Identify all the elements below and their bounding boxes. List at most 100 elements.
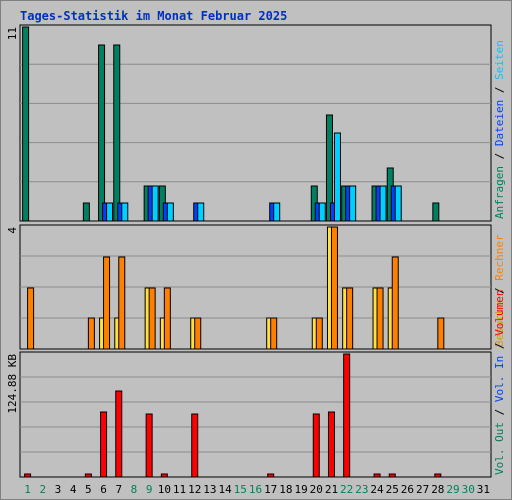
bar-anfragen-day-5 [82, 202, 90, 222]
bar-rechner-day-9 [148, 287, 156, 350]
bar-anfragen-day-7 [113, 44, 121, 222]
bar-rechner-day-20 [315, 317, 323, 350]
bar-volumen-day-1 [24, 473, 32, 478]
legend-separator: / [493, 281, 506, 301]
bar-volumen-day-12 [191, 413, 199, 478]
bar-rechner-day-22 [346, 287, 354, 350]
x-tick-day-14: 14 [218, 483, 232, 496]
series-seiten [106, 132, 402, 222]
legend-separator: / [493, 146, 506, 166]
legend-rechner: Rechner [493, 234, 506, 281]
bar-rechner-day-10 [163, 287, 171, 350]
bar-seiten-day-9 [151, 185, 159, 222]
x-tick-day-8: 8 [131, 483, 138, 496]
x-tick-day-29: 29 [446, 483, 459, 496]
panel-middle: 4 Besuche / Rechner [6, 224, 506, 350]
x-tick-day-6: 6 [100, 483, 107, 496]
bar-seiten-day-25 [394, 185, 402, 222]
series-dateien [102, 185, 398, 222]
bar-seiten-day-21 [333, 132, 341, 222]
x-tick-day-9: 9 [146, 483, 153, 496]
legend-separator: / [493, 402, 506, 422]
panel-top: 11 Anfragen / Dateien / Seiten [6, 24, 506, 222]
legend-seiten: Seiten [493, 40, 506, 80]
x-tick-day-27: 27 [416, 483, 429, 496]
x-tick-day-20: 20 [310, 483, 323, 496]
x-tick-day-11: 11 [173, 483, 186, 496]
bar-rechner-day-25 [391, 256, 399, 350]
bar-seiten-day-12 [197, 202, 205, 222]
panel-bottom-plot-area [19, 351, 492, 478]
panel-middle-legend: Besuche / Rechner [493, 234, 506, 347]
x-tick-day-7: 7 [115, 483, 122, 496]
x-tick-day-31: 31 [477, 483, 490, 496]
legend-anfragen: Anfragen [493, 166, 506, 219]
x-tick-day-16: 16 [249, 483, 262, 496]
x-axis: 1 2 3 4 5 6 7 8 9 10 11 12 13 14 15 16 17 18 19 20 21 22 23 24 2… [24, 483, 490, 496]
legend-vol-out: Vol. Out [493, 422, 506, 475]
bar-seiten-day-10 [166, 202, 174, 222]
chart-panels: 11 Anfragen / Dateien / Seiten 4 Besuche / … [6, 24, 506, 478]
x-tick-day-13: 13 [203, 483, 216, 496]
bar-volumen-day-10 [160, 473, 168, 478]
x-tick-day-30: 30 [462, 483, 475, 496]
x-tick-day-18: 18 [279, 483, 292, 496]
legend-separator: / [493, 80, 506, 100]
x-tick-day-10: 10 [158, 483, 171, 496]
bar-seiten-day-22 [349, 185, 357, 222]
bar-volumen-day-6 [100, 411, 108, 478]
bar-rechner-day-24 [376, 287, 384, 350]
bar-anfragen-day-1 [22, 26, 30, 222]
chart-title: Tages-Statistik im Monat Februar 2025 [20, 9, 287, 23]
x-tick-day-24: 24 [370, 483, 384, 496]
x-tick-day-22: 22 [340, 483, 353, 496]
bar-volumen-day-17 [267, 473, 275, 478]
bar-rechner-day-7 [118, 256, 126, 350]
panel-top-plot-area [19, 24, 492, 222]
bar-rechner-day-5 [87, 317, 95, 350]
bar-seiten-day-20 [318, 202, 326, 222]
series-volumen [24, 353, 442, 478]
panel-bottom: 124.88 KB Vol. Out / Vol. In / Volumen [6, 290, 506, 478]
bar-rechner-day-6 [103, 256, 111, 350]
bar-anfragen-day-21 [325, 114, 333, 222]
x-tick-day-21: 21 [325, 483, 338, 496]
x-tick-day-17: 17 [264, 483, 277, 496]
x-tick-day-25: 25 [386, 483, 399, 496]
x-tick-day-23: 23 [355, 483, 368, 496]
bar-anfragen-day-28 [432, 202, 440, 222]
bar-rechner-day-17 [270, 317, 278, 350]
bar-volumen-day-5 [84, 473, 92, 478]
bar-seiten-day-17 [273, 202, 281, 222]
series-anfragen [22, 26, 440, 222]
bar-volumen-day-22 [343, 353, 351, 478]
x-tick-day-2: 2 [39, 483, 46, 496]
x-tick-day-3: 3 [55, 483, 62, 496]
panel-top-legend: Anfragen / Dateien / Seiten [493, 40, 506, 219]
bar-seiten-day-7 [121, 202, 129, 222]
bar-volumen-day-28 [434, 473, 442, 478]
legend-vol-in: Vol. In [493, 356, 506, 402]
bar-anfragen-day-6 [98, 44, 106, 222]
series-besuche [99, 226, 395, 350]
bar-volumen-day-20 [312, 413, 320, 478]
bar-volumen-day-25 [388, 473, 396, 478]
panel-top-ymax-label: 11 [6, 27, 19, 40]
bar-rechner-day-21 [330, 226, 338, 350]
bar-seiten-day-6 [106, 202, 114, 222]
x-tick-day-19: 19 [294, 483, 307, 496]
legend-separator: / [493, 336, 506, 356]
x-tick-day-26: 26 [401, 483, 414, 496]
x-tick-day-5: 5 [85, 483, 92, 496]
legend-besuche: Besuche [493, 301, 506, 347]
bar-volumen-day-7 [115, 390, 123, 478]
bar-rechner-day-28 [437, 317, 445, 350]
x-tick-day-28: 28 [431, 483, 444, 496]
panel-bottom-legend: Vol. Out / Vol. In / Volumen [493, 290, 506, 475]
bar-volumen-day-9 [145, 413, 153, 478]
x-tick-day-12: 12 [188, 483, 201, 496]
x-tick-day-4: 4 [70, 483, 77, 496]
panel-bottom-ymax-label: 124.88 KB [6, 354, 19, 414]
